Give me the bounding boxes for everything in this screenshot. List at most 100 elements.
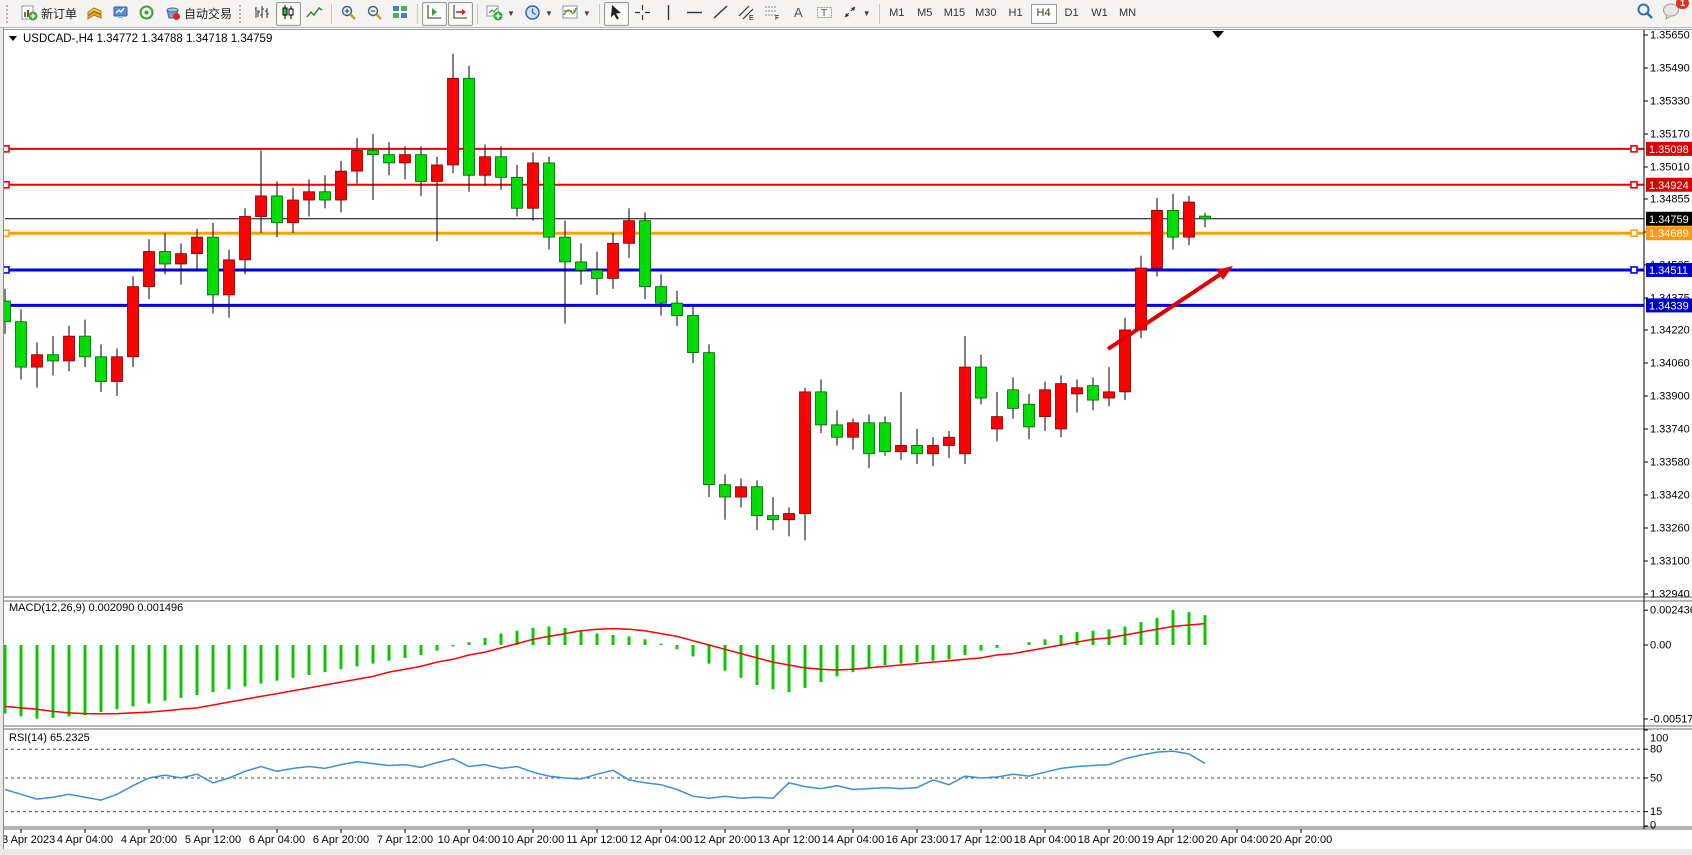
timeframe-button-d1[interactable]: D1	[1064, 6, 1079, 19]
tile-windows-button[interactable]	[388, 2, 413, 26]
candlestick-chart-button[interactable]	[276, 1, 302, 26]
text-button[interactable]: A	[786, 2, 811, 26]
time-tick-label: 19 Apr 12:00	[1142, 834, 1204, 846]
price-tick-label: 1.35170	[1650, 129, 1690, 141]
window-bottom-strip	[0, 849, 1692, 855]
macd-axis-label: 0.002436	[1650, 605, 1692, 617]
periods-button[interactable]: ▼	[520, 2, 557, 26]
time-tick-label: 12 Apr 20:00	[694, 834, 756, 846]
bar-chart-button[interactable]	[250, 2, 275, 26]
candlesticks[interactable]	[0, 53, 1211, 541]
autotrading-button[interactable]: 自动交易	[160, 2, 236, 26]
notifications-button[interactable]: 1	[1662, 0, 1689, 25]
candle-body	[879, 422, 891, 453]
zoom-out-button[interactable]	[362, 2, 387, 26]
shift-marker-icon[interactable]	[1212, 31, 1224, 38]
line-chart-button[interactable]	[302, 2, 327, 26]
chart-shift-icon	[426, 4, 443, 24]
rsi-axis-label: 0	[1650, 820, 1656, 832]
macd-axis-label: 0.00	[1650, 640, 1671, 652]
time-tick-label: 4 Apr 04:00	[57, 834, 113, 846]
chart-shift-button[interactable]	[422, 1, 448, 26]
timeframe-button-h4[interactable]: H4	[1030, 3, 1057, 24]
text-a-icon: A	[790, 4, 807, 24]
new-order-button[interactable]: 新订单	[17, 2, 81, 26]
candle-body	[1183, 201, 1195, 238]
chart-canvas[interactable]: 1.35650 1.35490 1.35330 1.35170 1.35010 1.348…	[0, 28, 1692, 855]
candle-body	[783, 513, 795, 521]
price-badge	[1646, 226, 1692, 241]
timeframe-button-m1[interactable]: M1	[889, 6, 905, 19]
candle-body	[543, 162, 555, 238]
timeframe-group: M1 M5 M15 M30 H1 H4 D1 W1 MN	[884, 3, 1141, 24]
fibonacci-icon: F	[764, 4, 781, 24]
macd-label: MACD(12,26,9) 0.002090 0.001496	[9, 602, 183, 614]
market-depth-button[interactable]	[82, 2, 107, 26]
time-tick-label: 4 Apr 20:00	[121, 834, 177, 846]
new-chart-button[interactable]: ▼	[482, 2, 519, 26]
auto-scroll-button[interactable]	[448, 1, 474, 26]
signals-button[interactable]	[134, 2, 159, 26]
indicators-button[interactable]: ▼	[558, 2, 595, 26]
price-badge-text: 1.34511	[1649, 265, 1688, 277]
equidistant-channel-button[interactable]: E	[734, 2, 759, 26]
time-tick-label: 10 Apr 04:00	[438, 834, 500, 846]
timeframe-button-m15[interactable]: M15	[943, 6, 966, 19]
fibonacci-button[interactable]: F	[760, 2, 785, 26]
vertical-line-button[interactable]	[656, 2, 681, 26]
new-order-label: 新订单	[41, 7, 78, 21]
trendline-icon	[712, 4, 729, 24]
rsi-line	[4, 750, 1206, 801]
candle-body	[399, 154, 411, 164]
text-label-button[interactable]: T	[812, 2, 837, 26]
candle-body	[623, 220, 635, 244]
candle-body	[719, 484, 731, 498]
candle-body	[607, 242, 619, 279]
timeframe-button-h1[interactable]: H1	[1008, 6, 1023, 19]
time-tick-label: 6 Apr 20:00	[313, 834, 369, 846]
candle-body	[959, 366, 971, 455]
timeframe-button-w1[interactable]: W1	[1091, 6, 1108, 19]
price-tick-label: 1.32940	[1650, 588, 1690, 600]
candle-body	[175, 253, 187, 265]
horizontal-line-button[interactable]	[682, 2, 707, 26]
rsi-axis-label: 80	[1650, 744, 1662, 756]
timeframe-button-m30[interactable]: M30	[975, 6, 997, 19]
line-handle[interactable]	[1630, 229, 1638, 238]
candle-body	[911, 445, 923, 455]
candle-body	[239, 216, 251, 261]
candle-body	[319, 191, 331, 201]
gold-chart-icon	[86, 4, 103, 24]
candle-body	[1151, 209, 1163, 269]
time-tick-label: 12 Apr 04:00	[630, 834, 692, 846]
toolbar-grip[interactable]	[6, 4, 13, 23]
trend-arrow-head[interactable]	[1216, 266, 1233, 280]
price-tick-label: 1.33260	[1650, 522, 1690, 534]
search-icon[interactable]	[1636, 2, 1654, 25]
candlestick-icon	[280, 4, 297, 24]
arrows-button[interactable]: ▼	[838, 2, 875, 26]
candle-body	[495, 156, 507, 178]
candle-body	[687, 315, 699, 354]
time-tick-label: 14 Apr 04:00	[822, 834, 884, 846]
line-handle[interactable]	[1630, 145, 1638, 153]
trend-arrow[interactable]	[1106, 273, 1221, 351]
line-handle[interactable]	[1630, 180, 1638, 189]
timeframe-button-m5[interactable]: M5	[917, 6, 933, 19]
symbol-dropdown-icon[interactable]	[9, 36, 17, 41]
zoom-in-button[interactable]	[336, 2, 361, 26]
chart-title: USDCAD-,H4 1.34772 1.34788 1.34718 1.347…	[23, 33, 272, 45]
candle-body	[367, 150, 379, 156]
candle-body	[671, 302, 683, 316]
cursor-button[interactable]	[603, 1, 629, 26]
toolbar-grip[interactable]	[239, 4, 246, 23]
trendline-button[interactable]	[708, 2, 733, 26]
timeframe-button-mn[interactable]: MN	[1118, 6, 1137, 19]
terminal-button[interactable]	[108, 2, 133, 26]
candle-body	[943, 436, 955, 446]
clock-icon	[524, 4, 541, 24]
candle-body	[1119, 329, 1131, 393]
crosshair-button[interactable]	[630, 2, 655, 26]
time-tick-label: 10 Apr 20:00	[502, 834, 564, 846]
line-handle[interactable]	[1630, 266, 1638, 274]
